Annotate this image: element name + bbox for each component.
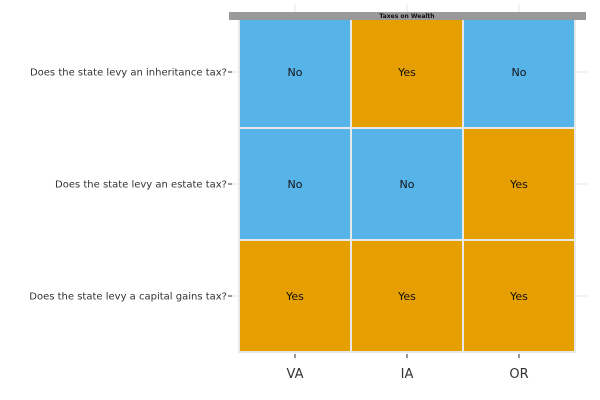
cell-label: No xyxy=(288,178,303,191)
cell-label: Yes xyxy=(397,290,416,303)
title-bar xyxy=(229,12,586,20)
heatmap-cell xyxy=(462,15,576,129)
y-axis-label: Does the state levy an estate tax? xyxy=(55,180,227,191)
chart-title: Taxes on Wealth xyxy=(379,13,434,20)
heatmap-cell xyxy=(462,127,576,241)
heatmap-cell xyxy=(238,239,352,353)
cell-label: Yes xyxy=(509,178,528,191)
heatmap-cells: No Yes No No No Yes Yes Yes Yes xyxy=(238,15,576,353)
cell-label: Yes xyxy=(285,290,304,303)
y-axis-labels: Does the state levy an inheritance tax? D… xyxy=(29,68,232,303)
heatmap-cell xyxy=(350,239,464,353)
heatmap-cell xyxy=(462,239,576,353)
cell-label: Yes xyxy=(397,66,416,79)
cell-label: No xyxy=(400,178,415,191)
cell-label: No xyxy=(288,66,303,79)
cell-label: Yes xyxy=(509,290,528,303)
cell-label: No xyxy=(512,66,527,79)
x-axis-label: OR xyxy=(509,367,528,382)
x-axis-label: VA xyxy=(287,367,304,382)
x-axis-label: IA xyxy=(401,367,414,382)
y-axis-label: Does the state levy a capital gains tax? xyxy=(29,292,227,303)
heatmap-cell xyxy=(238,127,352,241)
x-axis-labels: VA IA OR xyxy=(287,354,529,382)
heatmap-cell xyxy=(350,127,464,241)
y-axis-label: Does the state levy an inheritance tax? xyxy=(30,68,227,79)
